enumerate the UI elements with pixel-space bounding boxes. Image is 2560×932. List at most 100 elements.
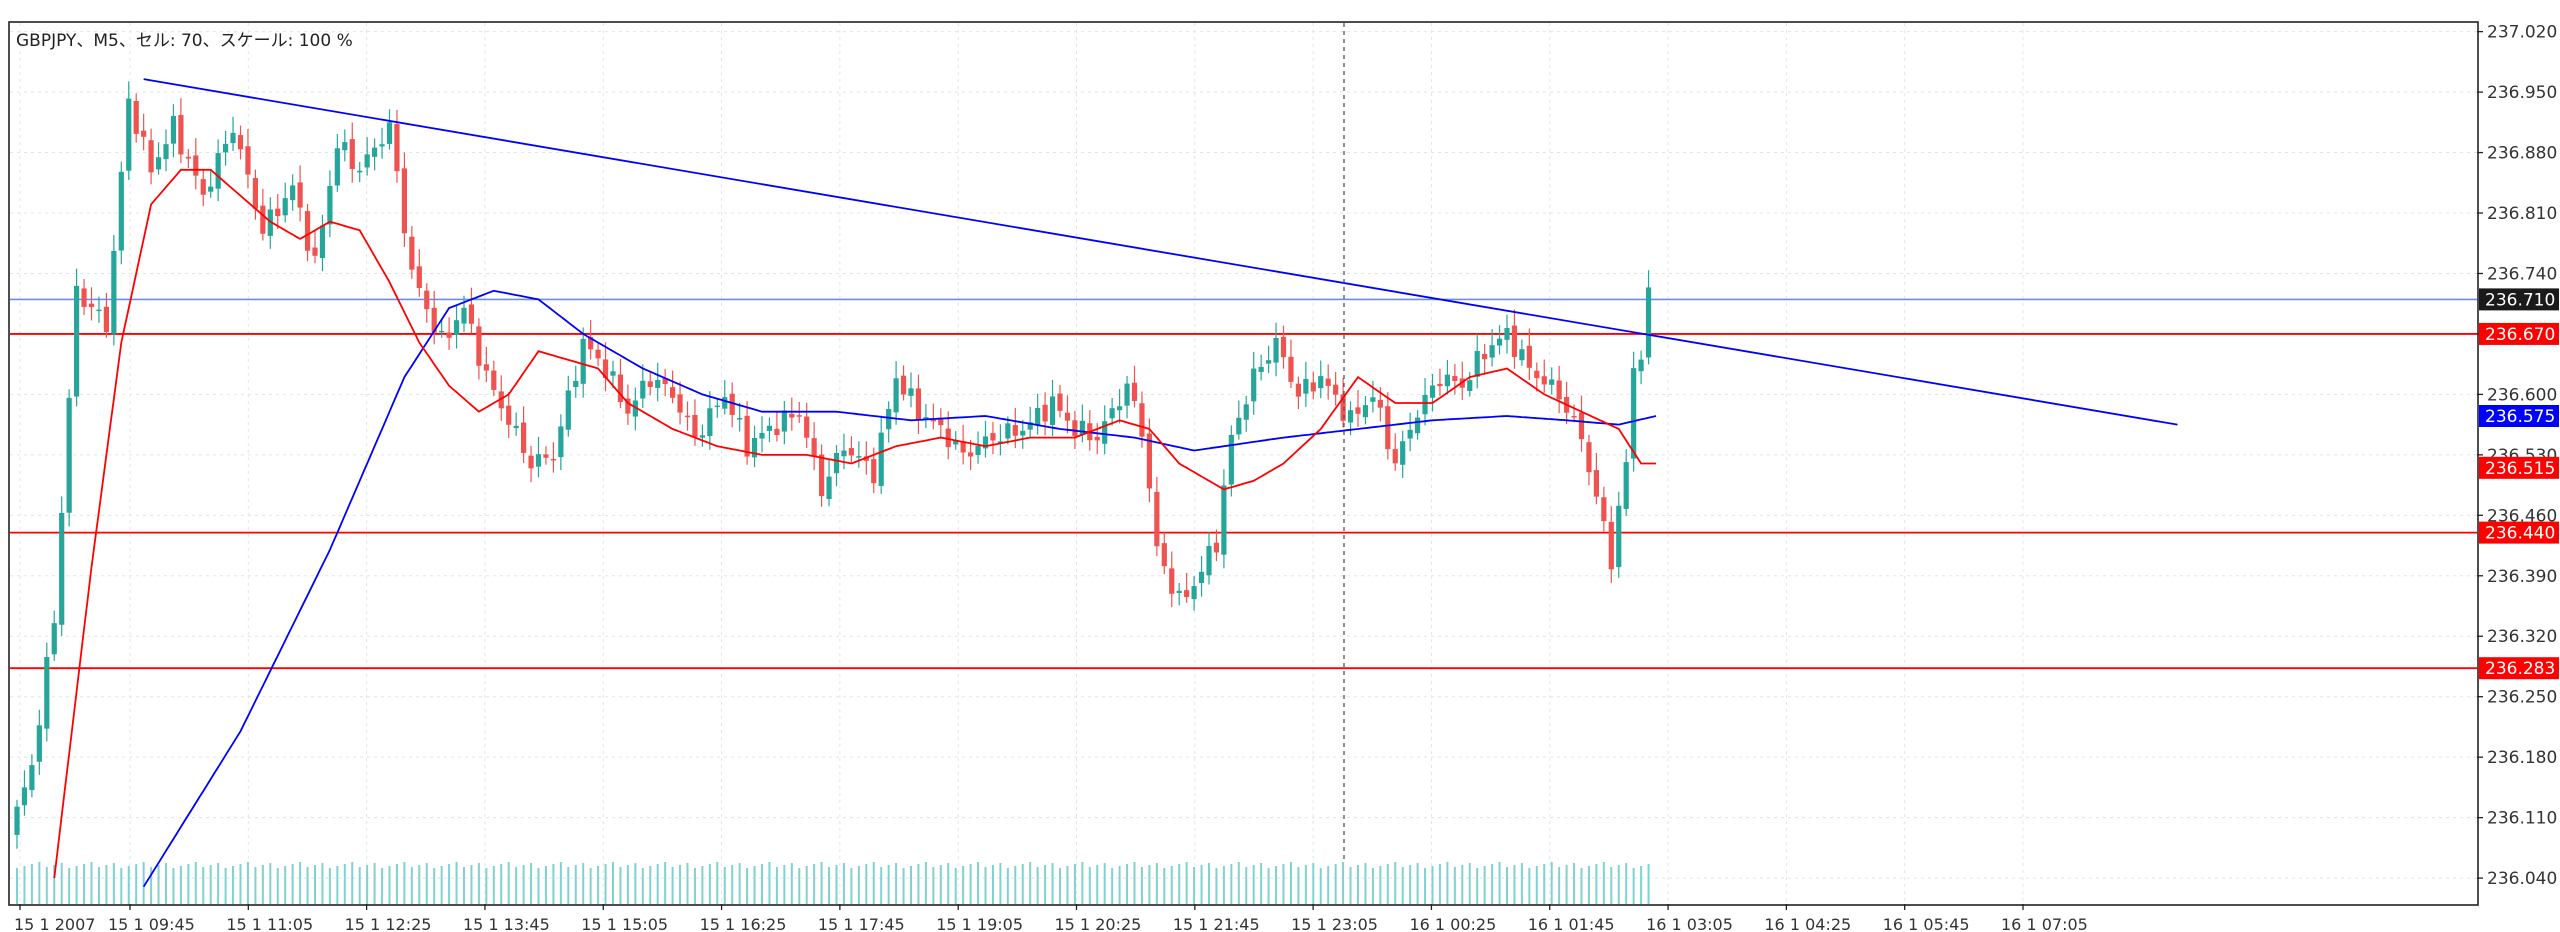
volume-bar xyxy=(522,865,525,904)
volume-bar xyxy=(500,864,503,904)
candle-bull xyxy=(290,185,296,201)
price-label-text: 236.515 xyxy=(2485,459,2555,479)
volume-bar xyxy=(284,866,287,904)
volume-bar xyxy=(1401,867,1404,904)
volume-bar xyxy=(120,868,123,904)
volume-bar xyxy=(135,864,138,904)
time-axis[interactable]: 15 1 2007 15 1 09:45 15 1 11:05 15 1 12:25 1… xyxy=(14,904,2088,932)
candle-bear xyxy=(1601,497,1607,522)
volume-bar xyxy=(1312,863,1315,904)
volume-bar xyxy=(1580,868,1583,904)
trendline-layer[interactable] xyxy=(143,78,2178,426)
candle-bull xyxy=(461,307,467,324)
volume-bar xyxy=(1573,863,1576,904)
volume-bar xyxy=(224,868,227,904)
candle-bull xyxy=(1102,421,1108,444)
volume-bar xyxy=(656,864,659,904)
candle-bull xyxy=(379,144,385,147)
candle-bear xyxy=(968,452,974,457)
candle-bear xyxy=(1310,382,1316,392)
time-tick-label: 16 1 01:45 xyxy=(1528,915,1615,932)
volume-bar xyxy=(805,866,808,904)
volume-bar xyxy=(679,865,682,904)
price-axis[interactable]: 237.020 236.950 236.880 236.810 236.740 236.6… xyxy=(2477,23,2557,889)
candle-bear xyxy=(871,459,877,484)
candle-bear xyxy=(1325,378,1331,386)
candle-bull xyxy=(1638,359,1644,372)
candle-bear xyxy=(275,208,281,217)
candle-bear xyxy=(252,178,258,209)
volume-bar xyxy=(783,865,786,904)
candle-bull xyxy=(1124,383,1130,406)
candle-bull xyxy=(513,425,519,429)
candle-bear xyxy=(550,459,556,461)
volume-bar xyxy=(1111,868,1114,904)
candle-bear xyxy=(1169,568,1175,594)
candle-bear xyxy=(915,388,922,421)
candle-bear xyxy=(1608,521,1614,570)
candle-bull xyxy=(975,445,981,456)
candle-bull xyxy=(953,439,959,445)
volume-bar xyxy=(425,863,428,904)
time-tick-label: 15 1 19:05 xyxy=(936,915,1023,932)
volume-bar xyxy=(1222,866,1225,904)
candle-bull xyxy=(826,476,832,500)
volume-bar xyxy=(97,867,100,904)
candle-bull xyxy=(1631,368,1637,459)
volume-bar xyxy=(1260,863,1263,904)
candle-bull xyxy=(1251,368,1257,402)
volume-bar xyxy=(1252,865,1255,904)
volume-bar xyxy=(686,863,689,904)
volume-bar xyxy=(626,865,629,904)
candle-bear xyxy=(468,304,475,324)
volume-bar xyxy=(45,867,48,904)
candle-bear xyxy=(193,155,199,176)
volume-bar xyxy=(246,862,249,904)
candle-bull xyxy=(856,456,862,458)
horizontal-levels[interactable] xyxy=(10,298,2477,670)
volume-bar xyxy=(1185,862,1188,904)
candle-bear xyxy=(1377,399,1383,408)
candle-bear xyxy=(1213,542,1220,553)
candle-bear xyxy=(670,387,676,398)
volume-bar xyxy=(395,864,398,904)
volume-bar xyxy=(761,864,763,904)
candle-bull xyxy=(1616,505,1622,568)
volume-bar xyxy=(604,864,607,904)
candle-bull xyxy=(655,380,661,388)
time-tick-label: 16 1 03:05 xyxy=(1646,915,1733,932)
candle-bull xyxy=(982,436,989,449)
candle-bear xyxy=(103,306,109,332)
price-tick-label: 236.040 xyxy=(2487,869,2557,889)
candle-bear xyxy=(819,454,825,497)
volume-bar xyxy=(90,862,93,904)
candle-bear xyxy=(945,428,951,448)
candle-bear xyxy=(446,332,452,338)
candle-bear xyxy=(416,266,422,289)
time-tick-label: 15 1 13:45 xyxy=(463,915,550,932)
volume-bar xyxy=(1051,863,1054,904)
candle-bear xyxy=(1511,325,1518,357)
volume-bar xyxy=(1126,864,1129,904)
candle-bear xyxy=(662,377,668,384)
volume-bar xyxy=(589,868,592,904)
candle-bear xyxy=(431,307,437,333)
candle-bear xyxy=(1482,353,1488,360)
candle-bear xyxy=(1355,407,1361,414)
volume-bar xyxy=(1319,868,1322,904)
candle-bear xyxy=(88,303,95,308)
candle-bear xyxy=(990,433,996,441)
volume-bar xyxy=(1088,867,1091,904)
candle-bull xyxy=(1489,345,1495,358)
volume-bar xyxy=(1163,868,1166,904)
candle-bear xyxy=(595,349,601,359)
candle-bull xyxy=(1191,586,1197,600)
volume-bar xyxy=(1498,862,1501,904)
volume-bar xyxy=(455,862,458,904)
candle-bull xyxy=(14,806,20,835)
volume-bar xyxy=(1647,864,1650,904)
volume-bar xyxy=(1587,866,1590,904)
price-tick-label: 236.180 xyxy=(2487,748,2557,768)
candle-bear xyxy=(200,179,206,195)
